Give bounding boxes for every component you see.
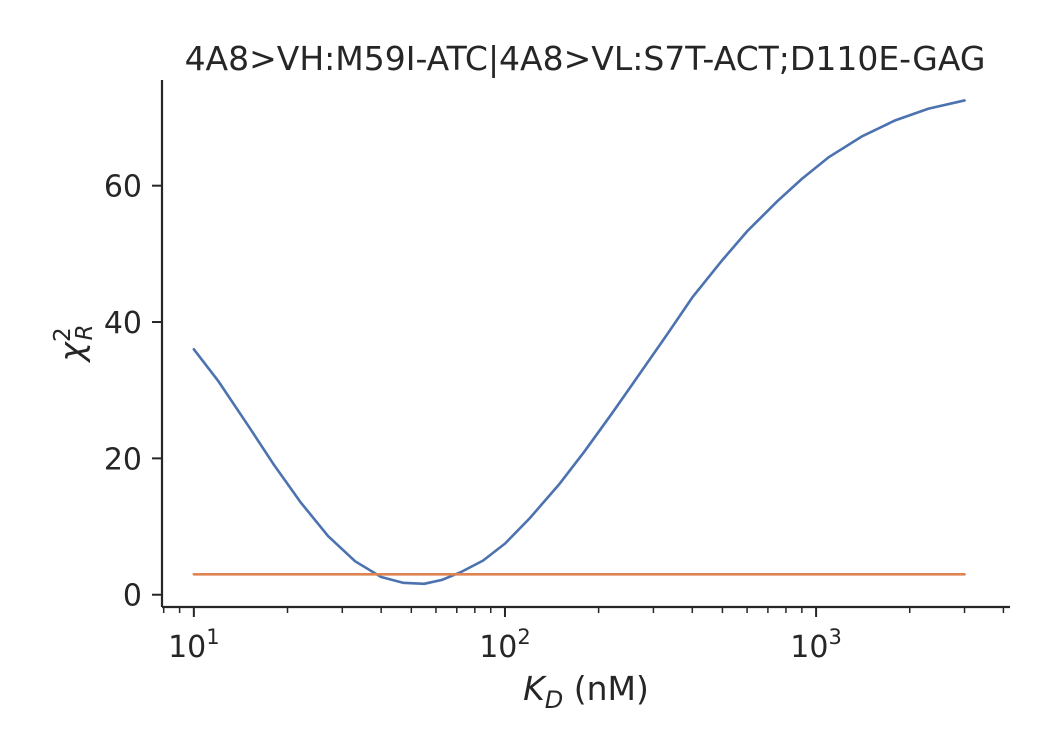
x-ticks: 101 102 103 [162, 607, 1005, 665]
x-tick-label-exponent: 1 [206, 625, 219, 649]
x-tick-label: 102 [479, 625, 531, 665]
y-ticks: 0 20 40 60 [104, 170, 162, 614]
x-tick-label: 101 [168, 625, 220, 665]
series-line-1 [192, 99, 966, 586]
plot-area [192, 99, 966, 586]
y-axis-label: χ2R [50, 324, 98, 363]
y-tick-label: 60 [104, 170, 142, 205]
x-tick-label: 103 [790, 625, 842, 665]
y-axis-label-subscript: R [72, 324, 98, 340]
x-tick-label-base: 10 [790, 630, 828, 665]
y-tick-label: 20 [104, 442, 142, 477]
y-axis-label-variable: χ [52, 341, 91, 364]
x-tick-label-exponent: 2 [517, 625, 530, 649]
x-tick-label-base: 10 [168, 630, 206, 665]
svg-text:χ2R: χ2R [50, 324, 98, 363]
y-tick-label: 40 [104, 306, 142, 341]
chart-title: 4A8>VH:M59I-ATC|4A8>VL:S7T-ACT;D110E-GAG [185, 39, 986, 78]
x-tick-label-base: 10 [479, 630, 517, 665]
x-axis-label-variable: K [523, 669, 547, 708]
x-axis-label: KD (nM) [523, 669, 649, 714]
x-tick-label-exponent: 3 [828, 625, 841, 649]
y-axis-label-superscript: 2 [50, 327, 76, 342]
x-axis-label-subscript: D [545, 686, 563, 714]
x-axis-label-unit: (nM) [563, 669, 649, 708]
y-tick-label: 0 [123, 579, 142, 614]
